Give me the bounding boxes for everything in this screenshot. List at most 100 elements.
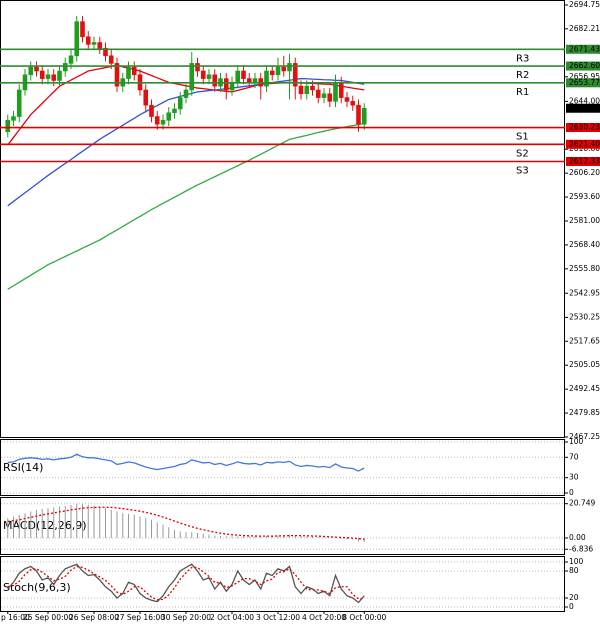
candle-body — [344, 97, 350, 102]
y-tick-label: 2479.85 — [569, 408, 600, 417]
level-value: 2671.43 — [569, 44, 600, 53]
x-tick-label: p 16:00 — [1, 613, 30, 622]
panel-title: RSI(14) — [3, 461, 43, 474]
candle-body — [16, 89, 22, 117]
candle-body — [287, 63, 292, 72]
candle-body — [356, 104, 361, 125]
candle-body — [246, 78, 252, 83]
level-box — [566, 157, 600, 167]
main-panel — [0, 0, 565, 438]
candle-body — [177, 97, 183, 110]
x-tick-label: 26 Sep 08:00 — [69, 613, 119, 622]
y-tick-label: 2606.20 — [569, 168, 600, 177]
candle-body — [315, 89, 321, 98]
x-tick-label: 27 Sep 16:00 — [115, 613, 165, 622]
candle-body — [298, 85, 304, 95]
candle-body — [269, 70, 275, 76]
series-line — [7, 453, 365, 472]
candle-body — [131, 66, 137, 76]
candle-body — [51, 74, 57, 81]
candle-body — [223, 78, 229, 91]
candle-body — [114, 63, 120, 87]
candle-body — [241, 70, 246, 79]
y-tick-label: 20 — [569, 593, 579, 602]
y-tick-label: 2593.60 — [569, 192, 600, 201]
stoch-panel — [0, 556, 565, 612]
y-tick-label: 2492.45 — [569, 384, 600, 393]
candle-body — [206, 74, 212, 79]
level-name: R2 — [516, 70, 529, 81]
candle-body — [126, 66, 131, 79]
candle-body — [166, 112, 172, 121]
series-line — [7, 506, 365, 540]
y-tick-label: 0.00 — [569, 533, 586, 542]
level-value: 2630.23 — [569, 123, 600, 132]
candle-body — [28, 66, 34, 76]
series-line — [7, 563, 365, 604]
y-tick-label: 2581.00 — [569, 216, 600, 225]
y-tick-label: 80 — [569, 566, 579, 575]
series-line — [7, 122, 365, 290]
candle-body — [154, 116, 160, 125]
candle-body — [235, 70, 241, 83]
candle-body — [57, 70, 62, 81]
candle-body — [103, 47, 108, 57]
level-value: 2612.33 — [569, 157, 600, 166]
candle-body — [333, 82, 338, 102]
y-tick-label: 2517.65 — [569, 336, 600, 345]
x-tick-label: 4 Oct 20:00 — [302, 613, 346, 622]
candle-body — [62, 63, 68, 72]
x-tick-label: 8 Oct 00:00 — [342, 613, 386, 622]
level-value: 2653.77 — [569, 78, 600, 87]
y-tick-label: 0 — [569, 488, 574, 497]
candle-body — [149, 104, 154, 117]
series-line — [7, 565, 365, 601]
rsi-panel — [0, 439, 565, 496]
y-tick-label: 2656.95 — [569, 72, 600, 81]
level-box — [566, 61, 600, 71]
candle-body — [264, 70, 269, 87]
y-tick-label: 2555.80 — [569, 264, 600, 273]
level-box — [566, 123, 600, 133]
level-value: 2621.40 — [569, 139, 600, 148]
candle-body — [74, 21, 80, 57]
y-tick-label: 2682.21 — [569, 24, 600, 33]
candle-body — [80, 21, 85, 38]
candle-body — [321, 93, 327, 98]
level-name: R3 — [516, 53, 529, 64]
candle-body — [143, 89, 149, 106]
y-tick-label: 2644.00 — [569, 96, 600, 105]
candle-body — [304, 85, 310, 95]
y-tick-label: 70 — [569, 452, 579, 461]
x-tick-label: 30 Sep 20:00 — [161, 613, 211, 622]
panel-title: MACD(12,26,9) — [3, 519, 87, 532]
y-tick-label: 30 — [569, 473, 579, 482]
candle-body — [212, 74, 218, 87]
y-tick-label: 100 — [569, 437, 584, 446]
x-tick-label: 3 Oct 12:00 — [256, 613, 300, 622]
candle-body — [39, 70, 45, 79]
candle-body — [338, 82, 344, 98]
candle-body — [281, 66, 287, 72]
y-tick-label: 20.749 — [569, 499, 595, 508]
candle-body — [160, 120, 166, 125]
y-tick-label: -6.836 — [569, 544, 593, 553]
candle-body — [5, 120, 11, 133]
candle-body — [183, 89, 189, 98]
candle-body — [68, 55, 74, 64]
candle-body — [252, 78, 258, 83]
candle-body — [172, 108, 177, 114]
candle-body — [275, 66, 281, 76]
y-tick-label: 2568.40 — [569, 240, 600, 249]
level-name: S3 — [516, 166, 529, 177]
candle-body — [45, 74, 51, 79]
candle-body — [195, 63, 200, 72]
x-tick-label: 25 Sep 00:00 — [23, 613, 73, 622]
candle-body — [327, 93, 333, 102]
y-tick-label: 2505.05 — [569, 360, 600, 369]
last-price-box — [566, 103, 600, 113]
y-tick-label: 2467.25 — [569, 432, 600, 441]
y-tick-label: 0 — [569, 602, 574, 611]
candle-body — [34, 66, 39, 72]
